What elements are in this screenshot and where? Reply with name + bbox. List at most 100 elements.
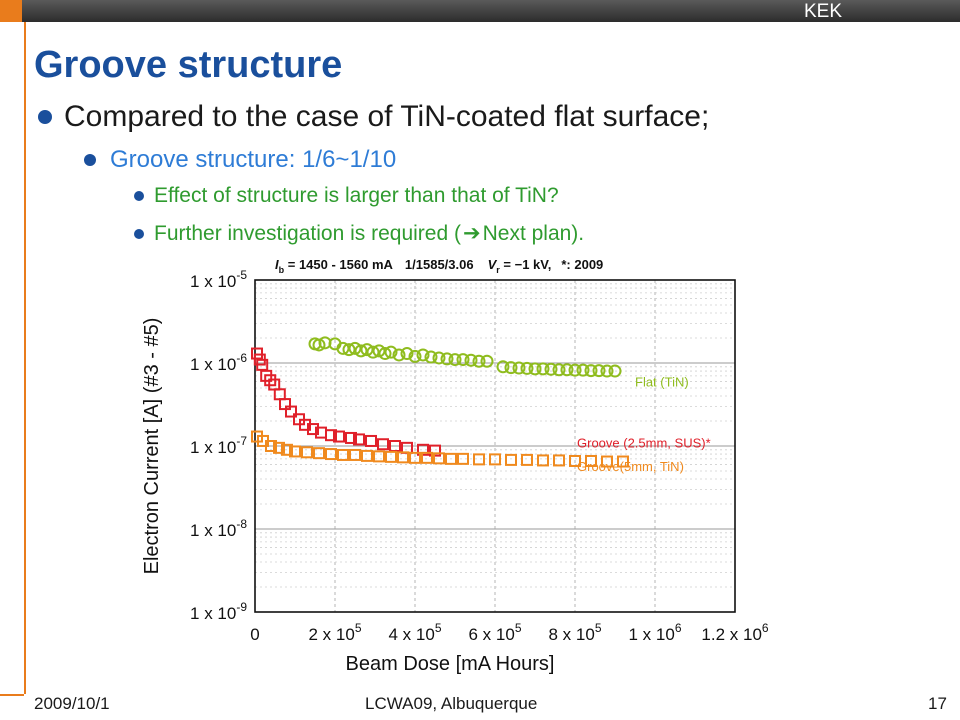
- data-point: [424, 350, 438, 364]
- data-point: [489, 453, 501, 466]
- y-tick-labels: 1 x 10-5 1 x 10-6 1 x 10-7 1 x 10-8 1 x 10-9: [190, 268, 247, 623]
- y-tick-label: 1 x 10-7: [190, 434, 247, 457]
- data-point: [521, 453, 533, 466]
- data-point: [440, 352, 454, 366]
- data-point: [307, 423, 319, 436]
- data-point: [354, 344, 368, 358]
- footer-page-number: 17: [928, 694, 947, 713]
- footer-date: 2009/10/1: [34, 694, 110, 713]
- series-groove-2-5mm-sus: [251, 347, 441, 457]
- note-text: *: 2009: [561, 257, 603, 272]
- vr-symbol: V: [488, 257, 498, 272]
- chart-grid: [255, 280, 735, 612]
- top-bar: KEK: [0, 0, 960, 22]
- data-point: [505, 453, 517, 466]
- x-axis-title: Beam Dose [mA Hours]: [346, 653, 555, 675]
- data-point: [333, 430, 345, 443]
- data-point: [372, 344, 386, 358]
- data-point: [600, 364, 614, 378]
- data-point: [337, 448, 349, 461]
- data-point: [537, 454, 549, 467]
- data-point: [285, 405, 297, 418]
- data-point: [256, 358, 269, 371]
- data-point: [528, 362, 542, 376]
- legend-label: Flat (TiN): [635, 375, 689, 390]
- data-point: [416, 348, 430, 362]
- data-point: [464, 353, 478, 367]
- bottom-bar: [0, 694, 960, 720]
- x-tick-label: 1 x 106: [629, 621, 682, 644]
- data-point: [592, 364, 606, 378]
- ib-text: = 1450 - 1560 mA: [284, 257, 393, 272]
- data-point: [342, 343, 356, 357]
- data-point: [433, 452, 445, 465]
- bullet-level2: Groove structure: 1/6~1/10: [84, 146, 396, 174]
- left-accent-line: [24, 22, 26, 694]
- y-tick-label: 1 x 10-6: [190, 351, 247, 374]
- top-accent: [0, 0, 22, 22]
- data-point: [576, 363, 590, 377]
- bullet-text: Compared to the case of TiN-coated flat …: [64, 100, 710, 133]
- data-point: [448, 353, 462, 367]
- bunch-text: 1/1585/3.06: [405, 257, 474, 272]
- bullet-level3: Effect of structure is larger than that …: [134, 184, 559, 208]
- data-point: [353, 433, 365, 446]
- data-point: [445, 452, 457, 465]
- y-axis-title: Electron Current [A] (#3 - #5): [141, 318, 163, 575]
- data-point: [365, 434, 377, 447]
- legend-label: Groove(5mm, TiN): [577, 459, 684, 474]
- data-point: [617, 455, 629, 468]
- org-label: KEK: [803, 1, 842, 22]
- data-point: [312, 338, 326, 352]
- x-tick-label: 2 x 105: [309, 621, 362, 644]
- x-tick-label: 4 x 105: [389, 621, 442, 644]
- chart-legend: Flat (TiN) Groove (2.5mm, SUS)* Groove(5mm…: [577, 375, 711, 474]
- data-point: [536, 362, 550, 376]
- data-point: [361, 449, 373, 462]
- data-point: [378, 347, 392, 361]
- plot-frame: [254, 279, 736, 613]
- y-tick-label: 1 x 10-9: [190, 600, 247, 623]
- data-point: [504, 361, 518, 375]
- bullet-dot: [38, 110, 52, 124]
- vr-subscript: r: [496, 265, 500, 275]
- data-point: [480, 354, 494, 368]
- data-point: [457, 452, 469, 465]
- data-point: [273, 388, 286, 401]
- bullet-level1: Compared to the case of TiN-coated flat …: [38, 100, 709, 134]
- ib-subscript: b: [279, 265, 285, 275]
- bullet-dot: [134, 228, 144, 239]
- bottom-accent: [0, 694, 24, 696]
- ib-symbol: I: [275, 257, 279, 272]
- data-point: [251, 347, 263, 360]
- x-tick-label: 1.2 x 106: [701, 621, 769, 644]
- data-point: [281, 443, 293, 456]
- data-point: [544, 362, 558, 376]
- data-point: [608, 364, 622, 378]
- bullet-dot: [84, 154, 96, 166]
- data-point: [408, 349, 422, 363]
- data-point: [421, 451, 433, 464]
- data-point: [584, 364, 598, 378]
- bullet-dot: [134, 191, 144, 201]
- data-point: [553, 454, 565, 467]
- data-point: [349, 448, 361, 461]
- bullet-text: Groove structure: 1/6~1/10: [110, 146, 397, 173]
- data-point: [520, 361, 534, 375]
- data-point: [301, 446, 313, 459]
- data-point: [325, 429, 337, 442]
- data-point: [569, 454, 581, 467]
- data-point: [313, 447, 325, 460]
- data-point: [409, 451, 421, 464]
- data-point: [392, 348, 406, 362]
- bullet-text: Further investigation is required (: [154, 221, 461, 245]
- legend-label: Groove (2.5mm, SUS)*: [577, 435, 711, 450]
- x-tick-label: 0: [250, 625, 259, 644]
- series-groove-5mm-tin: [251, 430, 629, 468]
- data-point: [385, 450, 397, 463]
- x-tick-label: 8 x 105: [549, 621, 602, 644]
- data-point: [601, 455, 613, 468]
- x-tick-label: 6 x 105: [469, 621, 522, 644]
- data-point: [273, 441, 285, 454]
- data-point: [289, 445, 301, 458]
